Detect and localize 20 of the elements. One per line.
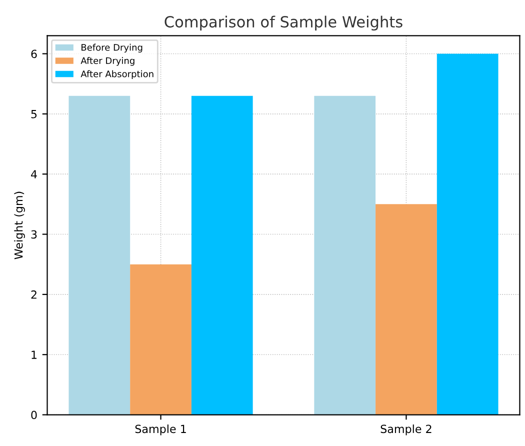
y-tick-label: 4 (31, 170, 37, 178)
y-tick-label: 5 (31, 110, 37, 118)
legend-label: After Drying (80, 57, 134, 66)
legend-label: Before Drying (82, 44, 142, 53)
y-tick-label: 0 (31, 410, 37, 420)
bar (68, 96, 130, 415)
bar (191, 96, 253, 415)
y-axis-title: Weight (gm) (14, 192, 25, 260)
bar (376, 204, 437, 415)
chart-title: Comparison of Sample Weights (164, 16, 402, 31)
legend-label: After Absorption (80, 70, 154, 80)
x-tick-label: Sample 1 (135, 424, 186, 436)
y-tick-label: 3 (31, 230, 37, 239)
bar (436, 54, 498, 415)
y-tick-label: 1 (32, 350, 36, 359)
y-tick-label: 2 (31, 290, 36, 299)
y-tick-label: 6 (31, 50, 37, 58)
x-tick-label: Sample 2 (380, 424, 432, 436)
bar (130, 264, 192, 415)
bar (314, 96, 376, 415)
